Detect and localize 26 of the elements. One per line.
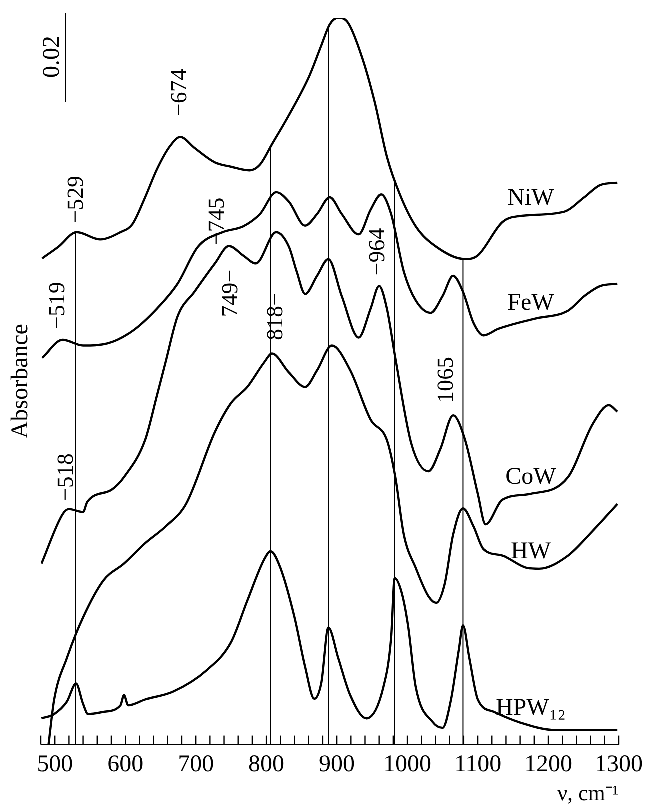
series-label: FeW bbox=[508, 290, 555, 316]
x-tick-label: 800 bbox=[248, 751, 285, 778]
x-tick-label: 600 bbox=[108, 751, 144, 778]
annotation: 1065 bbox=[433, 356, 458, 403]
annotation: −518 bbox=[53, 454, 78, 502]
x-axis-title: ν, cm⁻¹ bbox=[558, 780, 619, 806]
annotation: 749− bbox=[217, 270, 242, 318]
annotation: −519 bbox=[44, 282, 70, 330]
series-label: CoW bbox=[506, 464, 557, 490]
y-axis-title: Absorbance bbox=[7, 324, 34, 439]
annotation: 0.02 bbox=[39, 35, 65, 80]
series-label: HW bbox=[511, 538, 552, 564]
x-tick-label: 500 bbox=[37, 751, 74, 778]
x-tick-label: 1100 bbox=[454, 751, 502, 778]
x-tick-label: 1200 bbox=[524, 751, 573, 778]
annotation: −529 bbox=[62, 176, 88, 224]
x-tick-label: 1300 bbox=[595, 751, 643, 778]
x-tick-label: 900 bbox=[319, 751, 356, 778]
annotation: −674 bbox=[166, 68, 192, 117]
annotation: −964 bbox=[364, 228, 390, 276]
annotation: −745 bbox=[204, 198, 229, 246]
series-label: HPW₁₂ bbox=[496, 694, 566, 721]
x-tick-label: 1000 bbox=[384, 751, 432, 778]
annotation: 818− bbox=[262, 292, 288, 340]
series-label: NiW bbox=[508, 185, 555, 212]
x-tick-label: 700 bbox=[178, 751, 214, 778]
